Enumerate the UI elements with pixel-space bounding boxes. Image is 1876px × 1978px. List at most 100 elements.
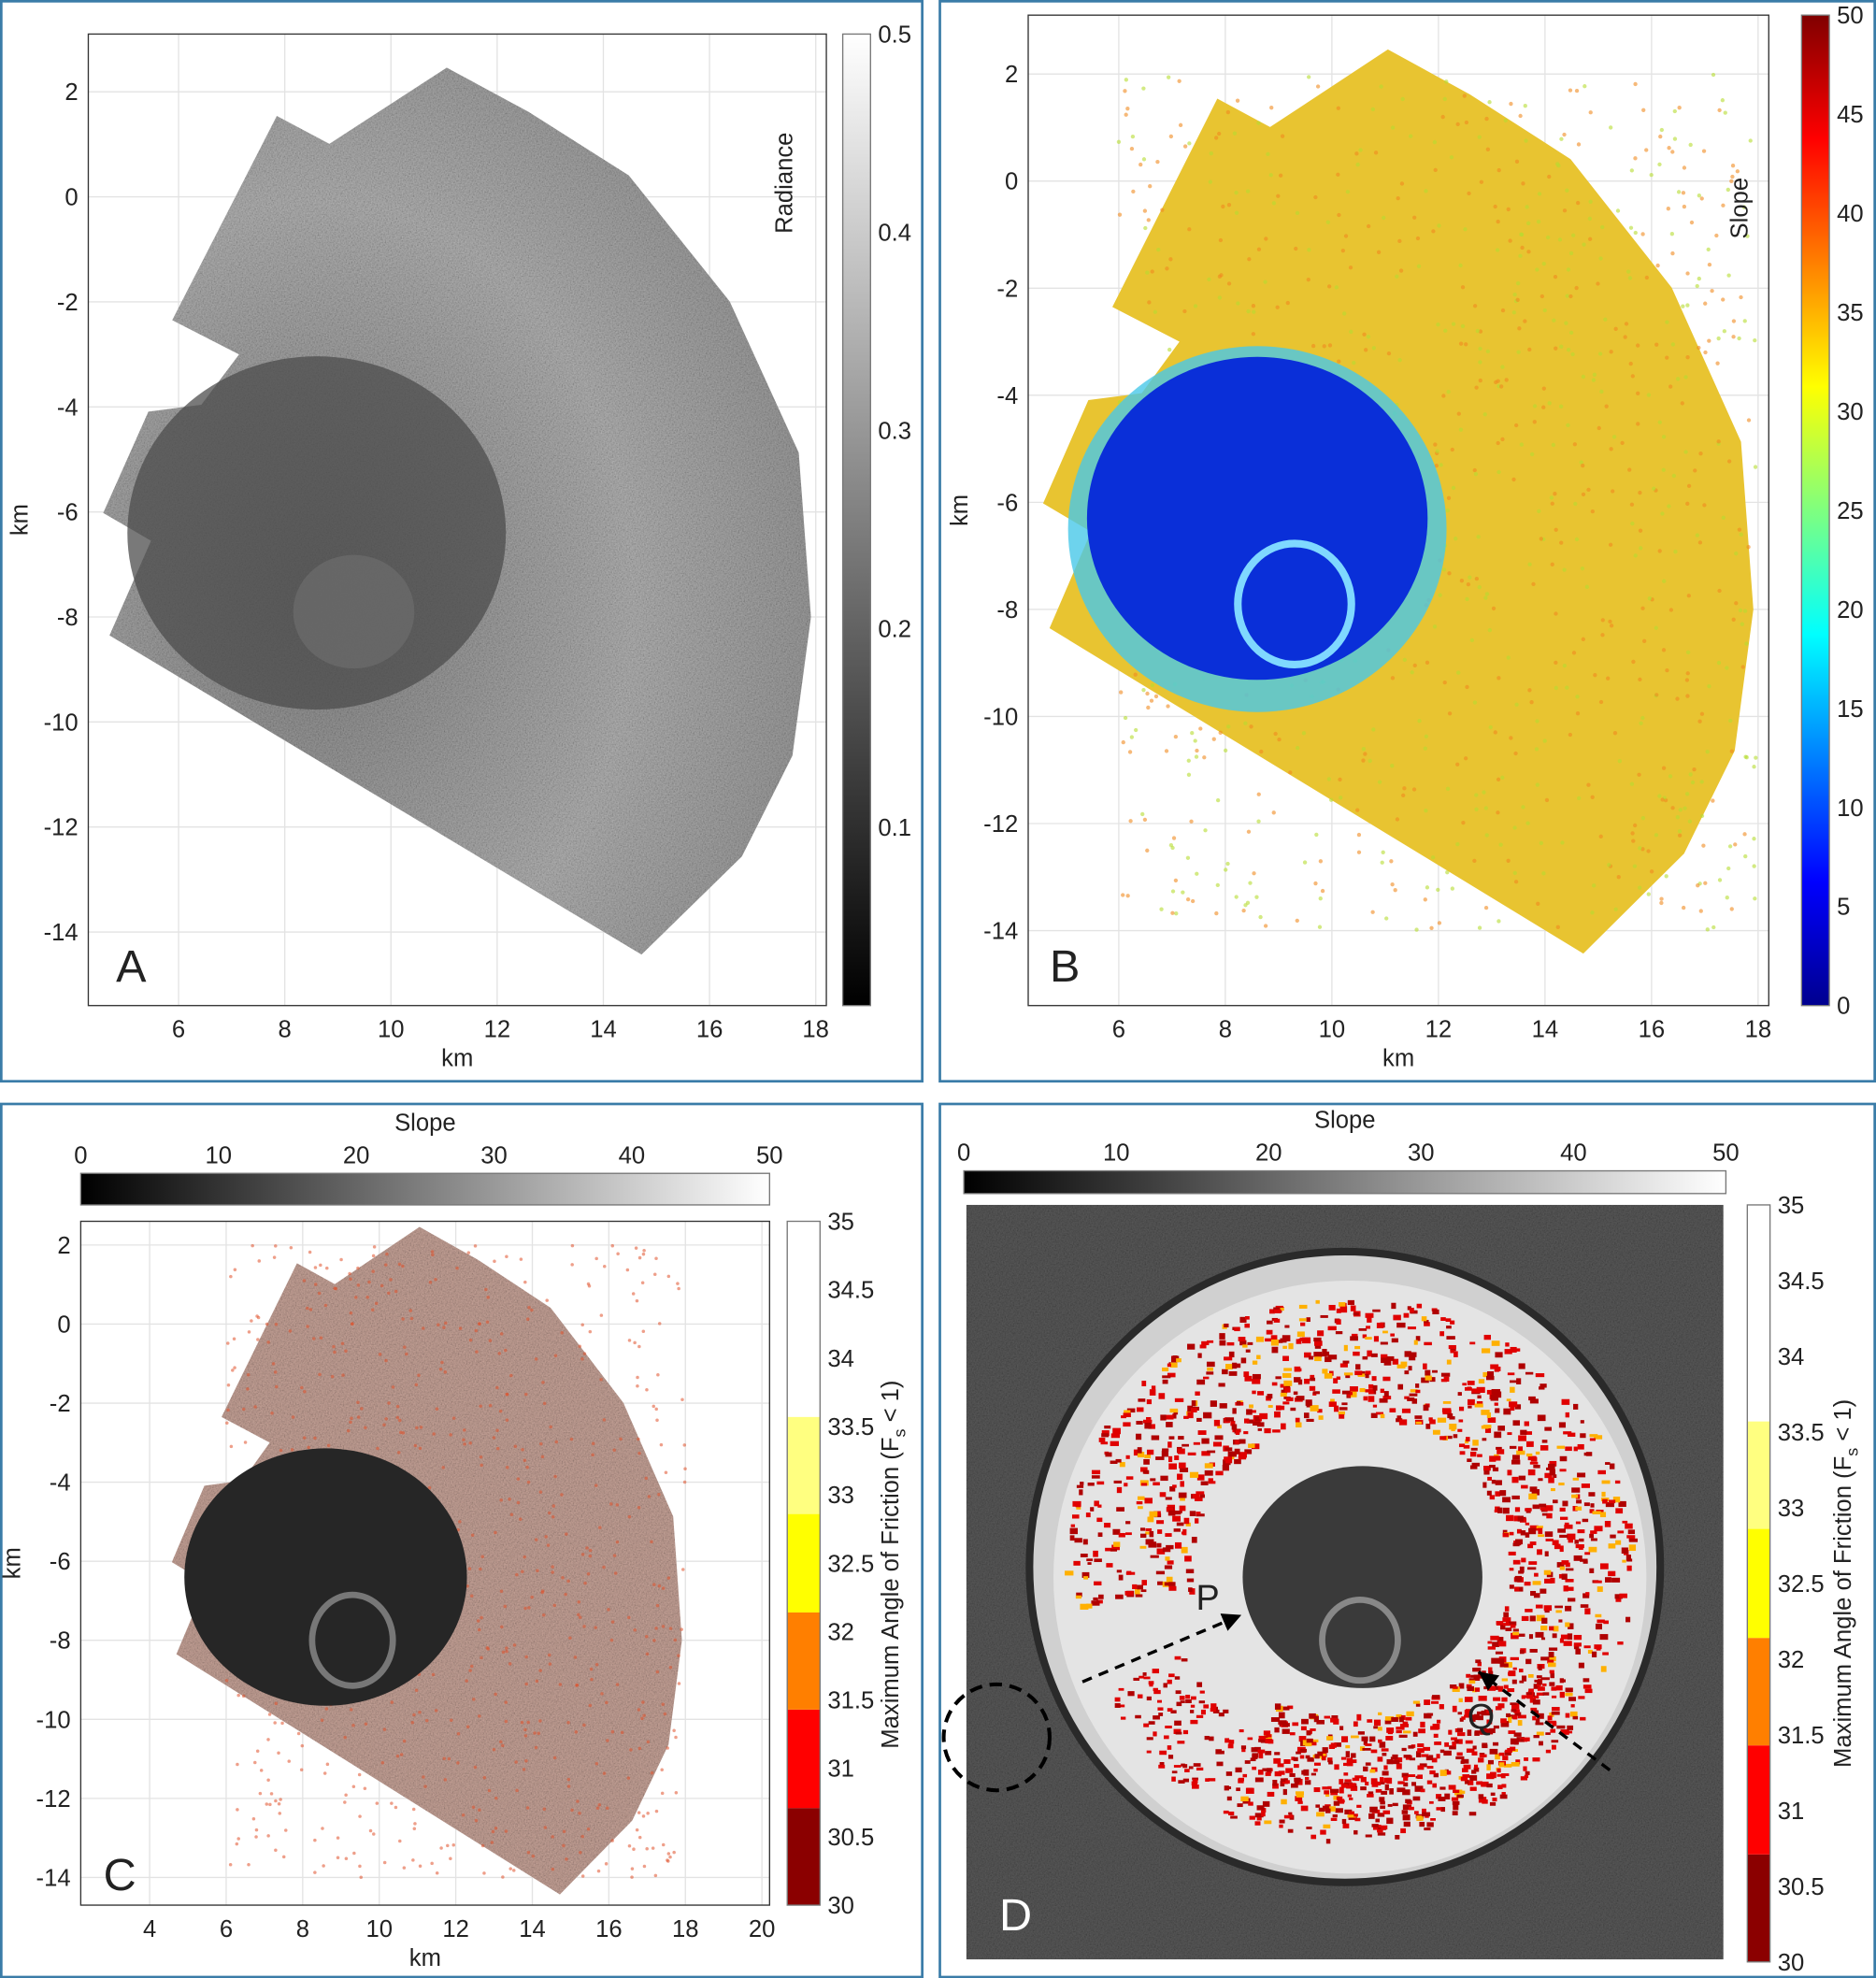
friction-speckle	[531, 1854, 536, 1858]
slope-speckle	[1734, 601, 1739, 606]
friction-pixel	[1363, 1766, 1368, 1772]
y-tick-label: -2	[996, 276, 1018, 302]
friction-pixel	[1420, 1721, 1425, 1728]
friction-speckle	[480, 1656, 483, 1660]
friction-pixel	[1155, 1456, 1165, 1460]
friction-pixel	[1257, 1770, 1264, 1775]
friction-pixel	[1507, 1747, 1511, 1753]
friction-pixel	[1293, 1391, 1298, 1396]
slope-speckle	[1723, 110, 1727, 115]
friction-speckle	[412, 1713, 416, 1717]
friction-speckle	[594, 1663, 599, 1667]
friction-pixel	[1351, 1735, 1359, 1739]
friction-pixel	[1145, 1531, 1153, 1535]
slope-speckle	[1460, 285, 1466, 290]
friction-pixel	[1418, 1728, 1425, 1734]
friction-pixel	[1375, 1788, 1382, 1793]
friction-pixel	[1381, 1825, 1388, 1830]
friction-pixel	[1426, 1713, 1434, 1716]
friction-pixel	[1365, 1389, 1370, 1393]
friction-pixel	[1250, 1757, 1256, 1762]
friction-pixel	[1495, 1491, 1500, 1497]
slope-speckle	[1223, 748, 1228, 753]
friction-speckle	[610, 1620, 615, 1624]
friction-pixel	[1191, 1537, 1197, 1543]
friction-pixel	[1467, 1685, 1475, 1692]
slope-speckle	[1574, 285, 1579, 291]
friction-pixel	[1262, 1768, 1268, 1771]
friction-speckle	[627, 1844, 632, 1848]
slope-speckle	[1482, 412, 1487, 417]
slope-speckle	[1568, 330, 1574, 336]
slope-speckle	[1362, 332, 1367, 337]
slope-speckle	[1398, 268, 1404, 273]
slope-speckle	[1697, 276, 1701, 281]
friction-pixel	[1172, 1515, 1181, 1522]
friction-pixel	[1290, 1407, 1296, 1412]
friction-speckle	[539, 1441, 543, 1446]
friction-pixel	[1564, 1522, 1569, 1527]
friction-pixel	[1484, 1428, 1492, 1433]
friction-pixel	[1549, 1670, 1554, 1674]
friction-speckle	[402, 1866, 407, 1870]
friction-pixel	[1425, 1375, 1432, 1381]
friction-pixel	[1325, 1808, 1331, 1813]
slope-speckle	[1527, 562, 1532, 566]
friction-pixel	[1403, 1312, 1410, 1318]
friction-speckle	[653, 1873, 658, 1878]
slope-speckle	[1701, 149, 1707, 153]
friction-pixel	[1172, 1355, 1178, 1358]
friction-speckle	[450, 1718, 453, 1722]
friction-pixel	[1503, 1408, 1511, 1415]
slope-speckle	[1266, 151, 1270, 157]
friction-pixel	[1379, 1777, 1384, 1783]
slope-speckle	[1234, 895, 1239, 899]
friction-pixel	[1243, 1431, 1249, 1435]
friction-pixel	[1196, 1474, 1205, 1481]
friction-pixel	[1486, 1490, 1492, 1496]
friction-pixel	[1389, 1788, 1394, 1795]
slope-speckle	[1264, 236, 1268, 241]
friction-pixel	[1279, 1824, 1283, 1828]
friction-speckle	[536, 1569, 539, 1572]
friction-speckle	[486, 1647, 491, 1651]
slope-speckle	[1552, 318, 1556, 322]
colorbar-tick-label: 0.5	[878, 22, 911, 48]
friction-pixel	[1478, 1379, 1485, 1384]
friction-pixel	[1547, 1662, 1556, 1668]
slope-speckle	[1597, 425, 1601, 431]
friction-pixel	[1249, 1815, 1255, 1820]
slope-speckle	[1373, 150, 1379, 155]
slope-speckle	[1529, 452, 1535, 457]
friction-pixel	[1256, 1422, 1265, 1427]
friction-pixel	[1486, 1773, 1495, 1780]
friction-speckle	[499, 1498, 503, 1502]
friction-speckle	[330, 1374, 335, 1379]
slope-speckle	[1738, 608, 1743, 613]
colorbar-label-sub: s	[891, 1429, 909, 1438]
friction-pixel	[1511, 1702, 1520, 1710]
friction-speckle	[586, 1827, 591, 1831]
friction-speckle	[495, 1385, 499, 1390]
friction-pixel	[1516, 1378, 1522, 1384]
friction-pixel	[1525, 1522, 1530, 1526]
friction-pixel	[1219, 1403, 1227, 1409]
friction-pixel	[1508, 1621, 1517, 1626]
friction-pixel	[1228, 1811, 1235, 1816]
friction-pixel	[1558, 1483, 1565, 1486]
slope-speckle	[1668, 774, 1673, 779]
friction-pixel	[1288, 1812, 1293, 1815]
friction-pixel	[1136, 1501, 1143, 1505]
friction-speckle	[236, 1693, 240, 1698]
x-tick-label: 10	[365, 1916, 393, 1942]
friction-pixel	[1509, 1401, 1518, 1408]
friction-speckle	[306, 1306, 309, 1311]
friction-pixel	[1580, 1433, 1586, 1439]
friction-pixel	[1473, 1767, 1480, 1772]
friction-pixel	[1552, 1540, 1559, 1545]
panel-c-frame	[0, 1102, 924, 1978]
slope-speckle	[1523, 104, 1527, 108]
friction-pixel	[1249, 1404, 1253, 1409]
friction-speckle	[251, 1243, 254, 1248]
